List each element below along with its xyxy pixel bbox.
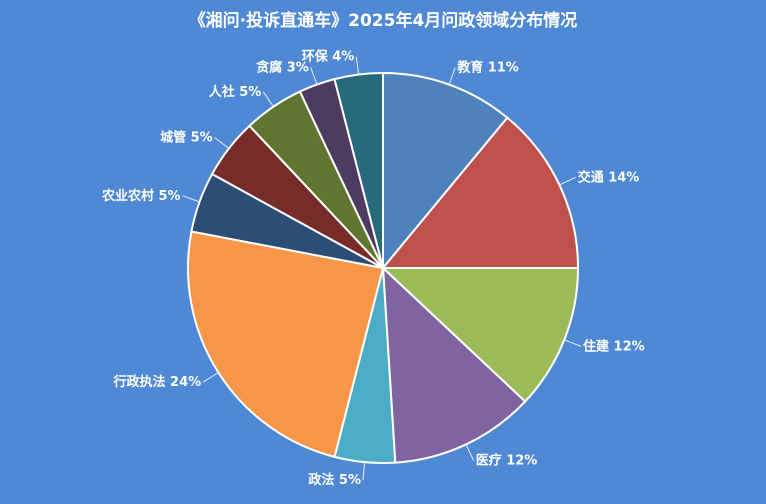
slice-label-人社: 人社 5% [209, 84, 262, 100]
slice-label-住建: 住建 12% [583, 338, 645, 354]
pie-slice-教育 [382, 71, 509, 271]
leader-line-人社 [262, 91, 274, 107]
slice-label-农业农村: 农业农村 5% [101, 188, 181, 204]
slice-label-贪腐: 贪腐 3% [255, 60, 309, 76]
leader-line-贪腐 [310, 67, 318, 85]
pie-slice-环保 [333, 71, 384, 269]
pie-slice-交通 [380, 116, 580, 269]
leader-line-住建 [564, 339, 582, 347]
leader-line-农业农村 [182, 195, 200, 203]
pie-slice-医疗 [381, 265, 527, 464]
leader-line-政法 [362, 462, 366, 481]
slice-label-城管: 城管 5% [160, 130, 213, 146]
slice-labels: 教育 11% 交通 14% 住建 12% 医疗 12% 政法 5% 行政执法 24% 农业农… [101, 49, 645, 488]
chart-title: 《湘问·投诉直通车》2025年4月问政领域分布情况 [189, 10, 578, 31]
leader-line-医疗 [465, 444, 475, 461]
slice-label-医疗: 医疗 12% [476, 453, 538, 469]
slice-label-教育: 教育 11% [456, 60, 519, 76]
leader-line-环保 [355, 56, 360, 75]
pie-slice-住建 [380, 267, 580, 403]
slice-label-交通: 交通 14% [578, 169, 640, 185]
leader-lines [182, 56, 582, 481]
leader-line-行政执法 [202, 372, 219, 383]
slice-label-政法: 政法 5% [308, 472, 361, 488]
slice-label-行政执法: 行政执法 24% [113, 374, 202, 390]
leader-line-城管 [214, 137, 230, 149]
leader-line-交通 [559, 176, 576, 186]
slice-label-环保: 环保 4% [302, 49, 355, 65]
pie-slices [187, 71, 580, 464]
leader-line-教育 [448, 67, 456, 85]
